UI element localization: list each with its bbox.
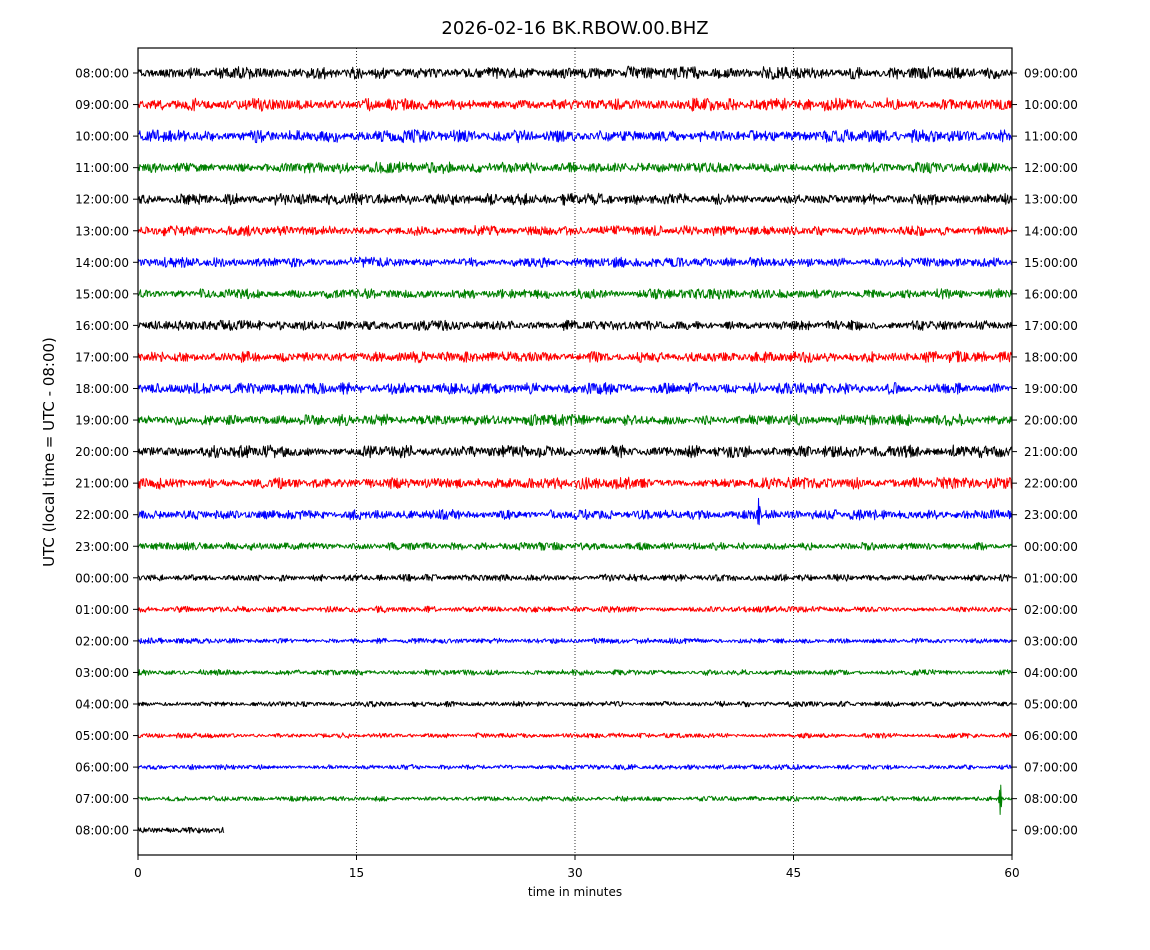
left-time-label: 13:00:00 <box>75 224 129 238</box>
right-time-label: 01:00:00 <box>1024 571 1078 585</box>
trace-row-10 <box>137 382 1013 395</box>
right-time-label: 17:00:00 <box>1024 319 1078 333</box>
left-time-label: 04:00:00 <box>75 698 129 712</box>
left-time-label: 07:00:00 <box>75 792 129 806</box>
left-time-label: 23:00:00 <box>75 540 129 554</box>
left-time-label: 12:00:00 <box>75 193 129 207</box>
left-time-label: 02:00:00 <box>75 634 129 648</box>
trace-row-7 <box>137 288 1013 300</box>
left-time-label: 00:00:00 <box>75 571 129 585</box>
right-time-label: 08:00:00 <box>1024 792 1078 806</box>
left-time-label: 03:00:00 <box>75 666 129 680</box>
trace-row-11 <box>137 413 1013 427</box>
trace-row-5 <box>137 224 1013 237</box>
y-axis-label: UTC (local time = UTC - 08:00) <box>40 337 58 567</box>
left-time-label: 21:00:00 <box>75 477 129 491</box>
x-tick-label: 15 <box>349 866 364 880</box>
right-time-label: 23:00:00 <box>1024 508 1078 522</box>
right-time-labels: 09:00:00 10:00:00 11:00:00 12:00:00 13:00:00… <box>1012 67 1078 838</box>
right-time-label: 22:00:00 <box>1024 477 1078 491</box>
trace-row-0 <box>137 65 1013 80</box>
trace-row-1 <box>137 97 1013 112</box>
left-time-label: 19:00:00 <box>75 414 129 428</box>
x-axis-label: time in minutes <box>528 885 622 899</box>
left-time-label: 14:00:00 <box>75 256 129 270</box>
seismic-traces <box>137 65 1013 834</box>
left-time-label: 09:00:00 <box>75 98 129 112</box>
right-time-label: 05:00:00 <box>1024 698 1078 712</box>
x-tick-label: 0 <box>134 866 142 880</box>
left-time-label: 08:00:00 <box>75 824 129 838</box>
vertical-gridlines <box>356 48 794 855</box>
trace-row-18 <box>137 637 1013 645</box>
trace-row-20 <box>137 700 1013 708</box>
right-time-label: 10:00:00 <box>1024 98 1078 112</box>
trace-row-2 <box>137 129 1013 144</box>
trace-row-24 <box>137 826 225 834</box>
x-tick-label: 30 <box>567 866 582 880</box>
right-time-label: 20:00:00 <box>1024 414 1078 428</box>
right-time-label: 00:00:00 <box>1024 540 1078 554</box>
trace-row-16 <box>137 573 1013 582</box>
trace-row-12 <box>137 444 1013 459</box>
left-time-label: 01:00:00 <box>75 603 129 617</box>
right-time-label: 02:00:00 <box>1024 603 1078 617</box>
right-time-label: 09:00:00 <box>1024 67 1078 81</box>
right-time-label: 18:00:00 <box>1024 350 1078 364</box>
trace-row-8 <box>137 319 1013 332</box>
right-time-label: 07:00:00 <box>1024 761 1078 775</box>
x-axis-ticks: 0 15 30 45 60 <box>134 855 1020 880</box>
right-time-label: 09:00:00 <box>1024 824 1078 838</box>
x-tick-label: 60 <box>1004 866 1019 880</box>
trace-row-6 <box>137 256 1013 268</box>
left-time-label: 17:00:00 <box>75 350 129 364</box>
trace-row-23 <box>137 784 1013 815</box>
trace-row-15 <box>137 541 1013 551</box>
left-time-label: 05:00:00 <box>75 729 129 743</box>
chart-title: 2026-02-16 BK.RBOW.00.BHZ <box>441 18 708 39</box>
left-time-label: 22:00:00 <box>75 508 129 522</box>
x-tick-label: 45 <box>786 866 801 880</box>
left-time-label: 18:00:00 <box>75 382 129 396</box>
trace-row-3 <box>137 161 1013 175</box>
left-time-label: 15:00:00 <box>75 287 129 301</box>
trace-row-4 <box>137 192 1013 206</box>
right-time-label: 04:00:00 <box>1024 666 1078 680</box>
left-time-label: 16:00:00 <box>75 319 129 333</box>
right-time-label: 21:00:00 <box>1024 445 1078 459</box>
left-time-label: 06:00:00 <box>75 761 129 775</box>
right-time-label: 15:00:00 <box>1024 256 1078 270</box>
right-time-label: 19:00:00 <box>1024 382 1078 396</box>
trace-row-21 <box>137 732 1013 739</box>
left-time-label: 10:00:00 <box>75 130 129 144</box>
right-time-label: 03:00:00 <box>1024 634 1078 648</box>
trace-row-13 <box>137 476 1013 490</box>
right-time-label: 13:00:00 <box>1024 193 1078 207</box>
trace-row-17 <box>137 605 1013 614</box>
left-time-label: 11:00:00 <box>75 161 129 175</box>
left-time-label: 20:00:00 <box>75 445 129 459</box>
left-time-labels: 08:00:00 09:00:00 10:00:00 11:00:00 12:00:00… <box>75 67 138 838</box>
trace-row-19 <box>137 668 1013 676</box>
right-time-label: 11:00:00 <box>1024 130 1078 144</box>
right-time-label: 06:00:00 <box>1024 729 1078 743</box>
right-time-label: 16:00:00 <box>1024 287 1078 301</box>
trace-row-22 <box>137 763 1013 771</box>
left-time-label: 08:00:00 <box>75 67 129 81</box>
right-time-label: 12:00:00 <box>1024 161 1078 175</box>
trace-row-9 <box>137 350 1013 364</box>
trace-row-14 <box>137 497 1013 526</box>
right-time-label: 14:00:00 <box>1024 224 1078 238</box>
